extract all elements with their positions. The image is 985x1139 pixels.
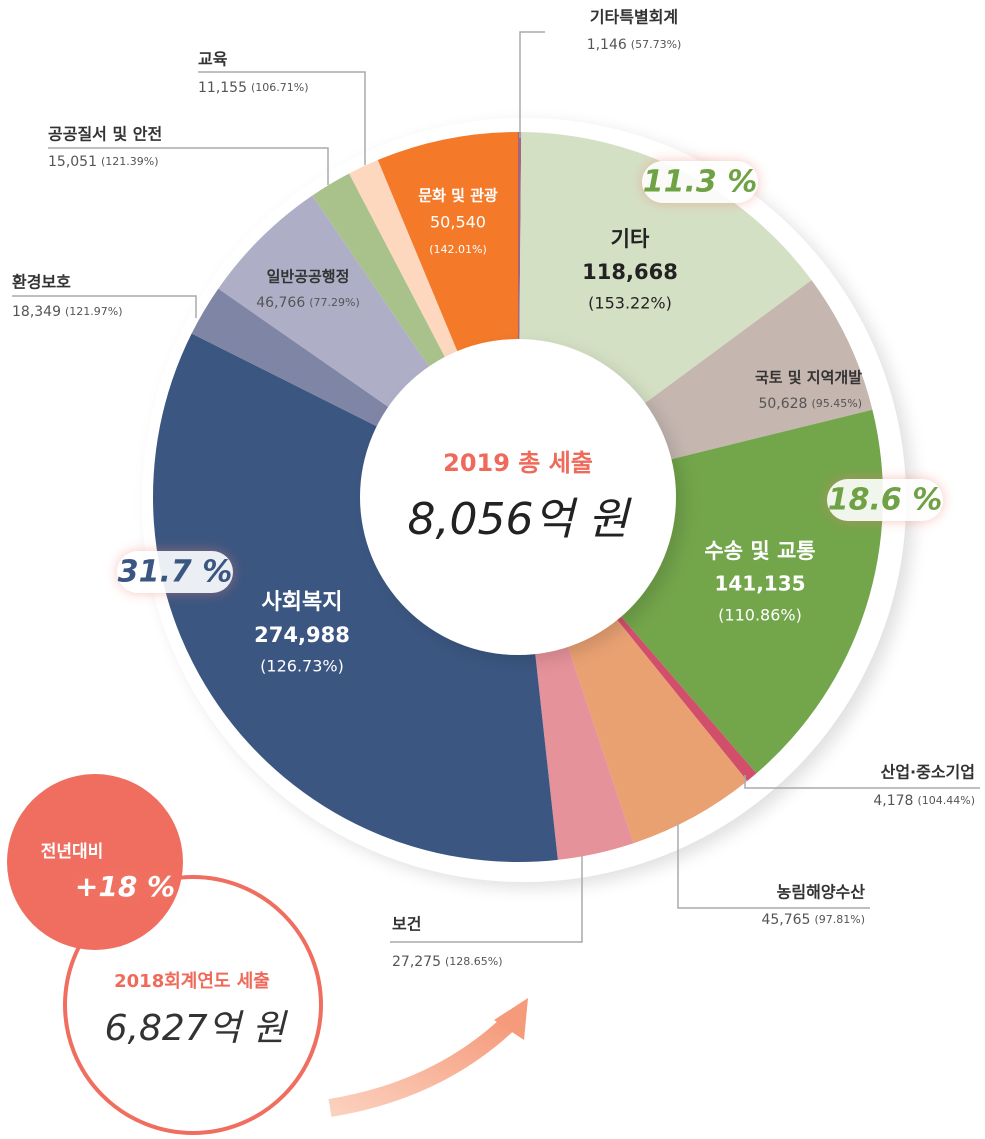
leader-line bbox=[677, 822, 870, 909]
rate-label: (110.86%) bbox=[718, 606, 802, 625]
leader-line bbox=[390, 855, 583, 943]
center-title: 2019 총 세출 bbox=[443, 449, 593, 477]
wedge bbox=[519, 132, 812, 408]
category-label: 환경보호 bbox=[12, 273, 71, 292]
share-badge: 18.6 % bbox=[828, 483, 943, 518]
badge bbox=[827, 479, 943, 521]
value: 45,765 bbox=[761, 912, 810, 928]
leader-line bbox=[12, 295, 197, 318]
value-label: 45,765 (97.81%) bbox=[761, 912, 865, 928]
value-label: 1,146 (57.73%) bbox=[587, 37, 682, 53]
change-circle bbox=[7, 774, 183, 950]
category-label: 기타 bbox=[611, 227, 650, 251]
value-label: 15,051 (121.39%) bbox=[48, 154, 159, 170]
wedge bbox=[518, 132, 522, 348]
share-badge: 11.3 % bbox=[643, 165, 758, 200]
category-label: 사회복지 bbox=[262, 590, 343, 615]
rate-label: (153.22%) bbox=[588, 294, 672, 313]
category-label: 공공질서 및 안전 bbox=[48, 125, 162, 144]
category-label: 농림해양수산 bbox=[777, 883, 866, 902]
donut-hole bbox=[360, 339, 676, 655]
rate-label: (142.01%) bbox=[429, 243, 487, 256]
value: 27,275 bbox=[392, 954, 441, 970]
category-label: 문화 및 관광 bbox=[418, 187, 498, 205]
category-label: 일반공공행정 bbox=[267, 268, 350, 286]
rate: (97.81%) bbox=[814, 913, 865, 926]
category-label: 기타특별회계 bbox=[590, 8, 678, 27]
leader-line bbox=[48, 147, 329, 185]
value: 46,766 bbox=[256, 295, 305, 311]
leader-line bbox=[744, 775, 980, 789]
rate-label: (126.73%) bbox=[260, 657, 344, 676]
rate: (77.29%) bbox=[309, 296, 360, 309]
wedge bbox=[218, 195, 434, 412]
value-label: 27,275 (128.65%) bbox=[392, 954, 503, 970]
rate: (121.39%) bbox=[101, 155, 159, 168]
value: 11,155 bbox=[198, 80, 247, 96]
rate: (128.65%) bbox=[445, 955, 503, 968]
prev-total: 6,827억 원 bbox=[105, 1008, 289, 1049]
value-label: 274,988 bbox=[254, 623, 350, 647]
badge bbox=[642, 161, 758, 203]
value-label: 50,540 bbox=[430, 213, 486, 232]
rate: (106.71%) bbox=[251, 81, 309, 94]
category-label: 보건 bbox=[392, 915, 421, 934]
rate: (104.44%) bbox=[917, 794, 975, 807]
value: 1,146 bbox=[587, 37, 627, 53]
change-value: +18 % bbox=[75, 870, 175, 903]
wedge bbox=[191, 288, 395, 430]
category-label: 교육 bbox=[198, 50, 228, 69]
value: 50,628 bbox=[758, 396, 807, 412]
wedge bbox=[534, 639, 634, 860]
value-label: 4,178 (104.44%) bbox=[873, 793, 975, 809]
value-label: 141,135 bbox=[714, 572, 805, 596]
wedge bbox=[638, 280, 873, 462]
rate: (57.73%) bbox=[631, 38, 682, 51]
center-total: 8,056억 원 bbox=[408, 494, 632, 545]
badge bbox=[117, 551, 233, 593]
wedges bbox=[152, 132, 883, 862]
wedge bbox=[615, 409, 883, 774]
change-label: 전년대비 bbox=[41, 842, 104, 862]
category-label: 수송 및 교통 bbox=[704, 539, 815, 563]
arrow-head bbox=[494, 998, 528, 1040]
wedge bbox=[312, 173, 449, 374]
wedge bbox=[152, 333, 558, 862]
wedge bbox=[612, 610, 757, 782]
labels: 기타특별회계 1,146 (57.73%) 기타 118,668 (153.22%) 국토 … bbox=[12, 8, 980, 970]
leader-line bbox=[519, 31, 545, 138]
value-label: 11,155 (106.71%) bbox=[198, 80, 309, 96]
value-label: 46,766 (77.29%) bbox=[256, 295, 360, 311]
leader-line bbox=[198, 71, 366, 165]
arrow bbox=[328, 1013, 519, 1117]
category-label: 국토 및 지역개발 bbox=[755, 369, 862, 387]
value: 15,051 bbox=[48, 154, 97, 170]
value-label: 118,668 bbox=[582, 260, 678, 284]
wedge bbox=[377, 132, 518, 359]
rate: (121.97%) bbox=[65, 305, 123, 318]
value-label: 50,628 (95.45%) bbox=[758, 396, 862, 412]
value-label: 18,349 (121.97%) bbox=[12, 304, 123, 320]
value: 4,178 bbox=[873, 793, 913, 809]
wedge bbox=[349, 159, 461, 365]
value: 18,349 bbox=[12, 304, 61, 320]
share-badge: 31.7 % bbox=[118, 555, 233, 590]
wedge bbox=[565, 613, 748, 844]
prev-title: 2018회계연도 세출 bbox=[114, 971, 270, 992]
rate: (95.45%) bbox=[811, 397, 862, 410]
category-label: 산업·중소기업 bbox=[881, 763, 975, 782]
